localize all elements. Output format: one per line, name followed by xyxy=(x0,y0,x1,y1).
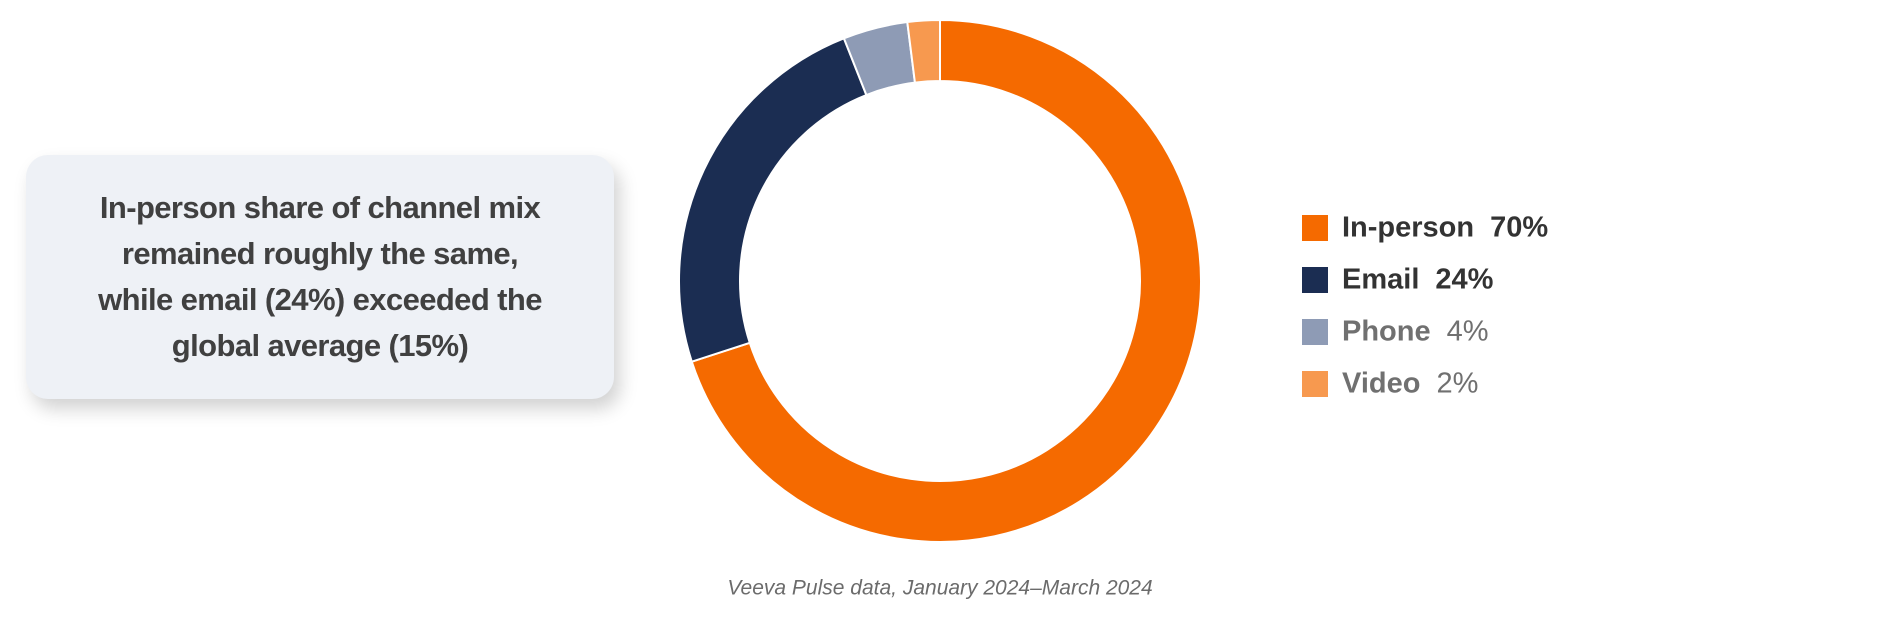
callout-line: while email (24%) exceeded the xyxy=(98,282,542,317)
legend-value: 4% xyxy=(1447,316,1489,348)
callout-box: In-person share of channel mix remained r… xyxy=(26,155,614,399)
legend-value: 2% xyxy=(1436,368,1478,400)
callout-line: global average (15%) xyxy=(171,328,469,363)
legend-label: Video xyxy=(1342,368,1420,400)
legend-swatch xyxy=(1302,267,1328,293)
legend-swatch xyxy=(1302,371,1328,397)
legend-label: Phone xyxy=(1342,316,1431,348)
legend-label: In-person xyxy=(1342,212,1474,244)
donut-slice xyxy=(678,37,868,363)
legend-value: 24% xyxy=(1435,264,1493,296)
legend-value: 70% xyxy=(1490,212,1548,244)
donut-slice xyxy=(690,18,1202,543)
donut-slice xyxy=(906,18,941,84)
legend-swatch xyxy=(1302,215,1328,241)
callout-line: In-person share of channel mix xyxy=(99,190,541,225)
legend-label: Email xyxy=(1342,264,1419,296)
callout-line: remained roughly the same, xyxy=(121,236,519,271)
legend-swatch xyxy=(1302,319,1328,345)
caption: Veeva Pulse data, January 2024–March 202… xyxy=(727,577,1152,600)
